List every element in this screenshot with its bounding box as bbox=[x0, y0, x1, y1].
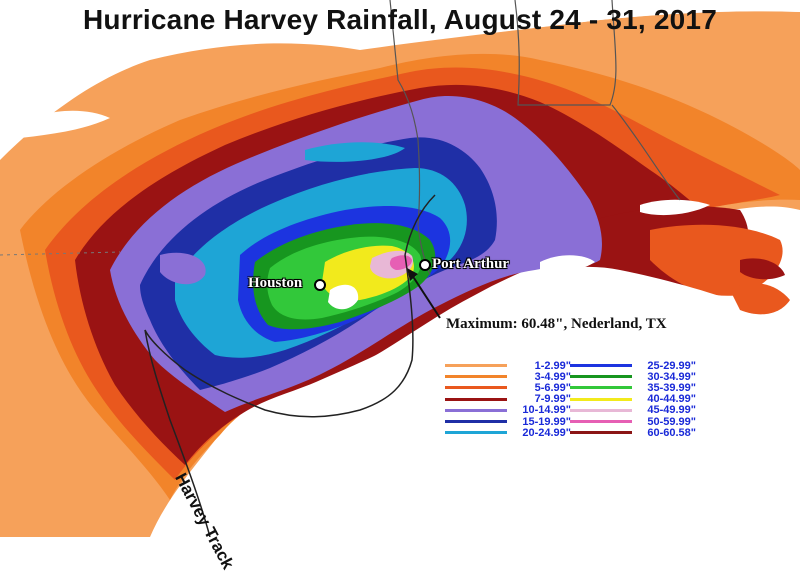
legend-label: 25-29.99" bbox=[647, 359, 696, 372]
legend-swatch bbox=[445, 386, 507, 390]
legend-label: 45-49.99" bbox=[647, 404, 696, 417]
port-arthur-marker bbox=[419, 259, 431, 271]
state-boundary-tx-la bbox=[389, 0, 431, 276]
legend-label: 30-34.99" bbox=[647, 370, 696, 383]
legend-swatch bbox=[445, 364, 507, 367]
state-boundary-la-ms bbox=[514, 0, 617, 106]
legend-label: 40-44.99" bbox=[647, 393, 696, 406]
legend-swatch bbox=[570, 386, 632, 390]
rainfall-map bbox=[0, 0, 800, 537]
legend-label: 10-14.99" bbox=[522, 404, 571, 417]
legend-item: 3-4.99" bbox=[445, 370, 571, 383]
legend-label: 15-19.99" bbox=[522, 415, 571, 428]
legend-swatch bbox=[570, 408, 632, 412]
houston-marker bbox=[314, 279, 326, 291]
legend-label: 3-4.99" bbox=[534, 370, 571, 383]
legend-item: 5-6.99" bbox=[445, 381, 571, 394]
legend-swatch bbox=[445, 397, 507, 401]
legend-item: 30-34.99" bbox=[570, 370, 696, 383]
legend-item: 25-29.99" bbox=[570, 359, 696, 372]
map-title: Hurricane Harvey Rainfall, August 24 - 3… bbox=[83, 4, 717, 35]
legend-label: 7-9.99" bbox=[534, 393, 571, 406]
maximum-pointer-arrow bbox=[411, 274, 441, 319]
legend-item: 45-49.99" bbox=[570, 404, 696, 417]
legend-swatch bbox=[445, 375, 507, 379]
gulf-of-mexico bbox=[176, 230, 800, 537]
legend-item: 15-19.99" bbox=[445, 415, 571, 428]
legend-swatch bbox=[445, 408, 507, 412]
legend-label: 5-6.99" bbox=[534, 381, 571, 394]
legend-swatch bbox=[445, 420, 507, 423]
legend-item: 20-24.99" bbox=[445, 426, 571, 439]
legend-item: 40-44.99" bbox=[570, 393, 696, 406]
legend-label: 1-2.99" bbox=[534, 359, 571, 372]
legend-label: 60-60.58" bbox=[647, 426, 696, 439]
legend-swatch bbox=[570, 420, 632, 423]
legend-label: 20-24.99" bbox=[522, 426, 571, 439]
legend-swatch bbox=[570, 375, 632, 379]
legend-item: 7-9.99" bbox=[445, 393, 571, 406]
legend-item: 1-2.99" bbox=[445, 359, 571, 372]
harvey-track-line bbox=[144, 254, 414, 537]
legend-item: 35-39.99" bbox=[570, 381, 696, 394]
legend-swatch bbox=[570, 364, 632, 367]
legend-item: 60-60.58" bbox=[570, 426, 696, 439]
legend-item: 10-14.99" bbox=[445, 404, 571, 417]
legend-swatch bbox=[445, 431, 507, 435]
legend-swatch bbox=[570, 431, 632, 435]
legend-label: 50-59.99" bbox=[647, 415, 696, 428]
rainfall-legend: 1-2.99" 3-4.99" 5-6.99" 7-9.99" 10-14.99" 15-… bbox=[440, 360, 740, 440]
legend-label: 35-39.99" bbox=[647, 381, 696, 394]
port-arthur-label: Port Arthur bbox=[432, 256, 510, 272]
legend-item: 50-59.99" bbox=[570, 415, 696, 428]
houston-label: Houston bbox=[248, 275, 303, 291]
legend-swatch bbox=[570, 397, 632, 401]
maximum-annotation: Maximum: 60.48", Nederland, TX bbox=[446, 316, 667, 332]
